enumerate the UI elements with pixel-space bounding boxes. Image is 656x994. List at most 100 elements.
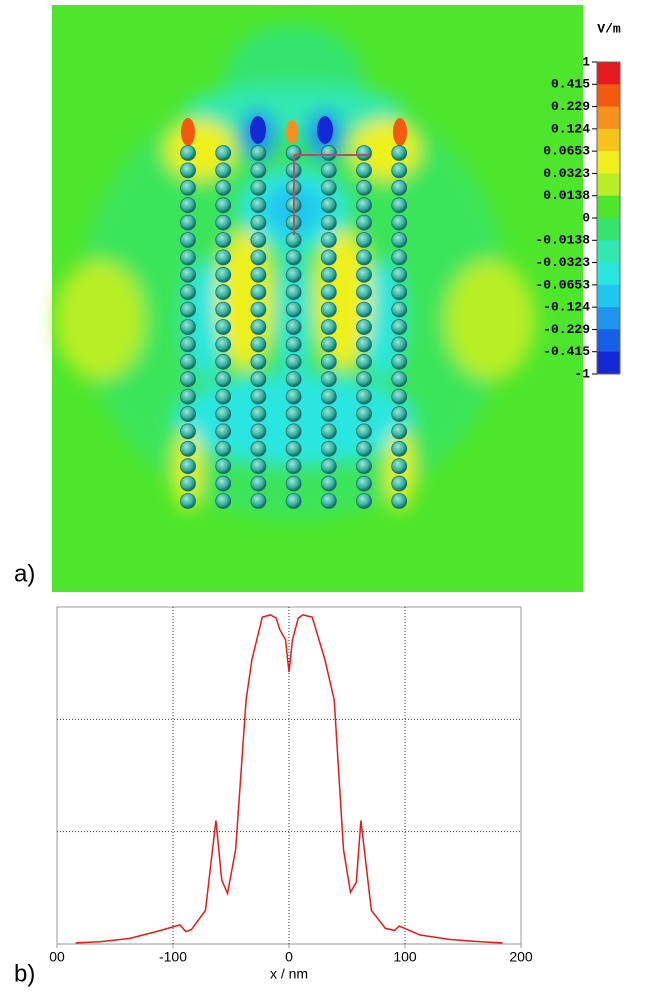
particle: [391, 440, 408, 457]
colorbar-band: [597, 351, 620, 375]
colorbar-tick-label: -0.0323: [535, 255, 590, 270]
particle: [320, 423, 337, 440]
particle: [285, 475, 302, 492]
panel-label: a): [14, 560, 35, 587]
particle: [250, 475, 267, 492]
particle: [180, 440, 196, 457]
colorbar-band: [597, 218, 620, 241]
particle: [356, 284, 372, 301]
particle: [320, 214, 337, 231]
field-spot: [317, 116, 333, 144]
colorbar-tick-label: 0.124: [551, 121, 590, 136]
colorbar-tick-label: -0.124: [543, 300, 590, 315]
particle: [285, 440, 302, 457]
particle: [180, 179, 196, 196]
particle: [250, 214, 267, 231]
particle: [320, 388, 337, 405]
particle: [285, 336, 302, 353]
particle: [320, 440, 337, 457]
particle: [391, 336, 408, 353]
colorbar-band: [597, 329, 620, 353]
particle: [215, 284, 232, 301]
particle: [356, 214, 372, 231]
colorbar-band: [597, 62, 620, 85]
colorbar-tick-label: 0.229: [551, 99, 590, 114]
particle: [320, 319, 337, 335]
field-spot: [393, 118, 407, 146]
particle: [391, 179, 408, 196]
particle: [391, 284, 408, 301]
particle: [320, 371, 337, 388]
particle: [356, 145, 372, 161]
particle: [356, 353, 372, 370]
particle: [356, 475, 372, 492]
particle: [250, 249, 267, 266]
particle: [180, 145, 196, 161]
particle: [320, 162, 337, 179]
particle: [391, 353, 408, 370]
particle: [356, 388, 372, 405]
particle: [215, 249, 232, 266]
particle: [180, 388, 196, 405]
particle: [285, 493, 302, 509]
particle: [320, 145, 337, 161]
colorbar-tick-label: -0.0138: [535, 233, 590, 248]
particle: [356, 371, 372, 388]
particle: [391, 406, 408, 422]
particle: [356, 266, 372, 283]
particle: [320, 266, 337, 283]
particle: [391, 214, 408, 231]
colorbar-band: [597, 262, 620, 286]
particle: [215, 336, 232, 353]
particle: [215, 475, 232, 492]
particle: [285, 284, 302, 301]
particle: [285, 458, 302, 475]
colorbar-tick-label: 0.0653: [543, 144, 590, 159]
particle: [250, 179, 267, 196]
particle: [180, 353, 196, 370]
particle: [180, 197, 196, 214]
particle: [250, 371, 267, 388]
particle: [285, 319, 302, 335]
particle: [285, 266, 302, 283]
particle: [320, 179, 337, 196]
particle: [180, 475, 196, 492]
particle: [391, 162, 408, 179]
particle-array: [180, 145, 408, 509]
particle: [180, 423, 196, 440]
particle: [250, 336, 267, 353]
particle: [356, 336, 372, 353]
particle: [391, 458, 408, 475]
colorbar-band: [597, 173, 620, 197]
particle: [250, 493, 267, 509]
particle: [250, 301, 267, 318]
particle: [250, 388, 267, 405]
particle: [391, 249, 408, 266]
particle: [180, 336, 196, 353]
particle: [215, 179, 232, 196]
particle: [250, 319, 267, 335]
colorbar-tick-label: 0.415: [551, 77, 590, 92]
particle: [250, 197, 267, 214]
colorbar-band: [597, 240, 620, 264]
colorbar-tick-label: 0.0323: [543, 166, 590, 181]
particle: [320, 406, 337, 422]
particle: [250, 145, 267, 161]
particle: [215, 266, 232, 283]
particle: [391, 423, 408, 440]
particle: [180, 162, 196, 179]
particle: [356, 406, 372, 422]
particle: [356, 301, 372, 318]
particle: [356, 232, 372, 248]
particle: [215, 214, 232, 231]
particle: [180, 493, 196, 509]
particle: [215, 423, 232, 440]
particle: [356, 197, 372, 214]
particle: [391, 145, 408, 161]
particle: [180, 319, 196, 335]
particle: [215, 197, 232, 214]
x-axis-label: x / nm: [270, 966, 308, 982]
particle: [320, 249, 337, 266]
